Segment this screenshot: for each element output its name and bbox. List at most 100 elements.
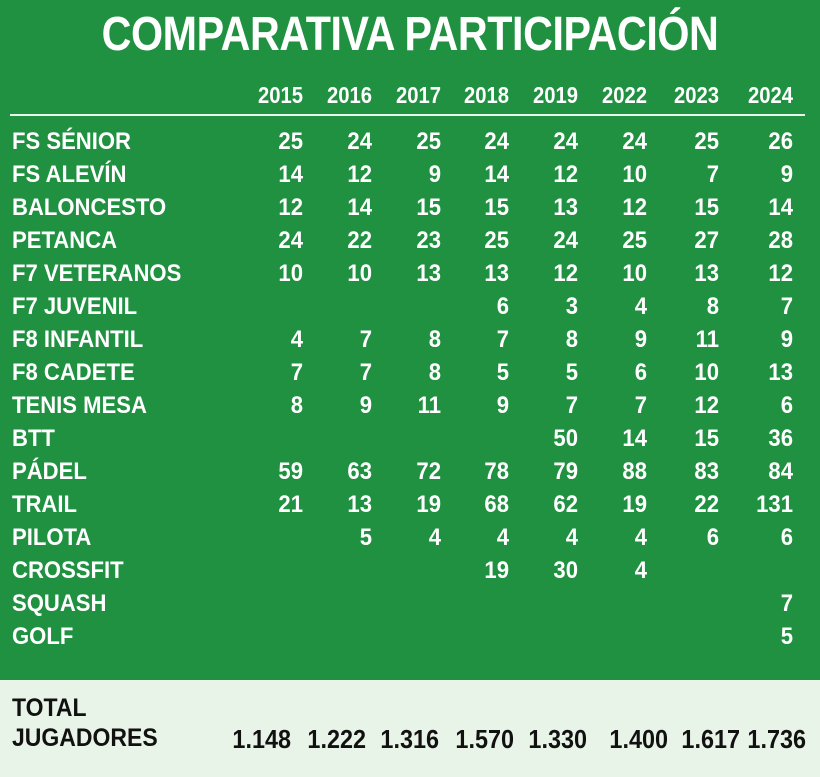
table-cell: 28 [768, 227, 793, 254]
table-cell: 10 [622, 260, 647, 287]
table-cell: 24 [622, 128, 647, 155]
table-cell: 24 [347, 128, 372, 155]
total-value: 1.617 [681, 724, 740, 754]
table-cell: 9 [780, 161, 793, 188]
table-cell: 7 [565, 392, 578, 419]
table-cell: 88 [622, 458, 647, 485]
table-cell: 4 [496, 524, 509, 551]
table-cell: 36 [768, 425, 793, 452]
table-cell: 21 [278, 491, 303, 518]
table-cell: 6 [780, 524, 793, 551]
table-cell: 12 [278, 194, 303, 221]
table-cell: 15 [484, 194, 509, 221]
table-cell: 83 [694, 458, 719, 485]
table-cell: 12 [347, 161, 372, 188]
table-cell: 15 [694, 425, 719, 452]
table-cell: 7 [359, 359, 372, 386]
table-cell: 13 [694, 260, 719, 287]
table-cell: 79 [553, 458, 578, 485]
table-cell: 78 [484, 458, 509, 485]
row-label: PÁDEL [12, 458, 87, 485]
table-cell: 62 [553, 491, 578, 518]
table-cell: 13 [416, 260, 441, 287]
year-header: 2023 [673, 82, 719, 108]
table-cell: 6 [634, 359, 647, 386]
table-cell: 8 [428, 326, 441, 353]
row-label: PETANCA [12, 227, 118, 254]
table-cell: 13 [347, 491, 372, 518]
table-cell: 7 [496, 326, 509, 353]
table-cell: 11 [695, 326, 719, 353]
total-value: 1.222 [307, 724, 366, 754]
table-cell: 23 [416, 227, 441, 254]
table-cell: 4 [634, 524, 647, 551]
row-label: GOLF [12, 623, 74, 650]
table-cell: 25 [484, 227, 509, 254]
table-cell: 9 [428, 161, 441, 188]
year-header: 2024 [747, 82, 793, 108]
table-cell: 59 [278, 458, 303, 485]
table-cell: 15 [416, 194, 441, 221]
table-cell: 26 [768, 128, 793, 155]
table-cell: 12 [553, 260, 578, 287]
table-cell: 6 [780, 392, 793, 419]
table-cell: 4 [290, 326, 303, 353]
table-cell: 8 [428, 359, 441, 386]
table-cell: 3 [565, 293, 578, 320]
year-header: 2018 [463, 82, 509, 108]
table-cell: 6 [706, 524, 719, 551]
total-value: 1.330 [528, 724, 587, 754]
year-header: 2016 [326, 82, 372, 108]
total-band [0, 680, 820, 777]
table-cell: 12 [553, 161, 578, 188]
table-cell: 4 [634, 557, 647, 584]
row-label: FS SÉNIOR [12, 128, 132, 155]
year-header: 2017 [395, 82, 441, 108]
page-title: COMPARATIVA PARTICIPACIÓN [101, 8, 719, 61]
table-cell: 12 [694, 392, 719, 419]
table-cell: 24 [553, 227, 578, 254]
table-cell: 25 [694, 128, 719, 155]
table-cell: 72 [416, 458, 441, 485]
table-cell: 10 [347, 260, 372, 287]
table-cell: 24 [553, 128, 578, 155]
row-label: TRAIL [12, 491, 78, 518]
table-cell: 7 [780, 590, 793, 617]
row-label: BTT [12, 425, 55, 452]
table-cell: 15 [694, 194, 719, 221]
row-label: BALONCESTO [12, 194, 167, 221]
table-cell: 50 [553, 425, 578, 452]
table-cell: 19 [416, 491, 441, 518]
table-cell: 9 [634, 326, 647, 353]
total-value: 1.148 [232, 724, 291, 754]
table-cell: 24 [278, 227, 303, 254]
total-label-line2: JUGADORES [12, 724, 158, 752]
table-cell: 84 [768, 458, 793, 485]
table-cell: 8 [565, 326, 578, 353]
table-cell: 11 [417, 392, 441, 419]
total-value: 1.400 [609, 724, 668, 754]
table-cell: 5 [780, 623, 793, 650]
table-cell: 14 [622, 425, 647, 452]
total-value: 1.736 [747, 724, 806, 754]
table-cell: 14 [278, 161, 303, 188]
row-label: F7 JUVENIL [12, 293, 138, 320]
table-cell: 9 [496, 392, 509, 419]
row-label: CROSSFIT [12, 557, 124, 584]
total-value: 1.316 [380, 724, 439, 754]
table-cell: 10 [694, 359, 719, 386]
table-cell: 10 [622, 161, 647, 188]
row-label: SQUASH [12, 590, 107, 617]
table-cell: 9 [359, 392, 372, 419]
table-cell: 7 [359, 326, 372, 353]
row-label: F8 CADETE [12, 359, 135, 386]
table-cell: 63 [347, 458, 372, 485]
row-label: TENIS MESA [12, 392, 147, 419]
year-header: 2019 [532, 82, 578, 108]
header-divider [10, 114, 805, 116]
table-cell: 19 [484, 557, 509, 584]
table-cell: 7 [780, 293, 793, 320]
table-cell: 4 [428, 524, 441, 551]
table-cell: 68 [484, 491, 509, 518]
